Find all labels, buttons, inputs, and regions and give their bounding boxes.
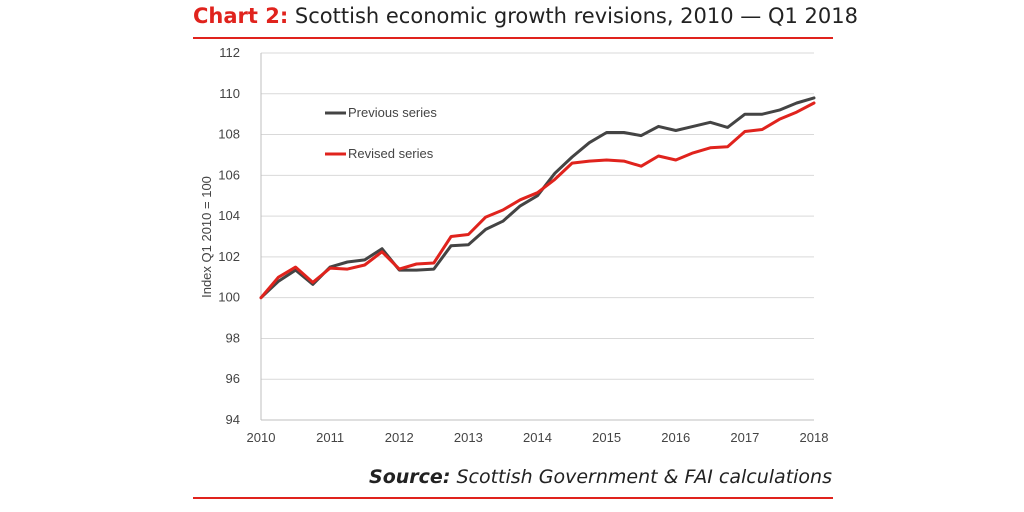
y-axis-label: Index Q1 2010 = 100	[199, 176, 214, 298]
x-tick-label: 2014	[523, 430, 552, 445]
source-text: Scottish Government & FAI calculations	[450, 466, 832, 488]
x-tick-label: 2010	[247, 430, 276, 445]
x-tick-label: 2012	[385, 430, 414, 445]
source-label: Source:	[369, 466, 451, 488]
y-tick-label: 102	[218, 249, 240, 264]
series-line-revised	[259, 101, 816, 300]
legend-label-revised: Revised series	[348, 146, 434, 161]
axes	[260, 53, 814, 421]
y-tick-label: 98	[226, 330, 240, 345]
grid-lines	[261, 52, 814, 380]
x-tick-label: 2016	[661, 430, 690, 445]
y-tick-label: 112	[219, 45, 240, 60]
chart-title-text: Scottish economic growth revisions, 2010…	[288, 4, 858, 28]
y-tick-label: 104	[218, 208, 240, 223]
source-note: Source: Scottish Government & FAI calcul…	[369, 466, 832, 488]
y-tick-labels: 94 96 98 100 102 104 106 108 110 112	[218, 45, 240, 427]
legend-label-previous: Previous series	[348, 105, 437, 120]
top-rule	[193, 37, 833, 39]
y-tick-label: 108	[218, 127, 240, 142]
chart-title-prefix: Chart 2:	[193, 4, 289, 28]
x-tick-label: 2011	[316, 430, 344, 445]
y-tick-label: 96	[226, 371, 240, 386]
x-tick-label: 2013	[454, 430, 483, 445]
x-tick-label: 2018	[800, 430, 829, 445]
legend: Previous series Revised series	[325, 105, 437, 161]
x-tick-label: 2017	[730, 430, 759, 445]
series-lines	[259, 96, 816, 300]
chart-title: Chart 2: Scottish economic growth revisi…	[193, 4, 858, 28]
bottom-rule	[193, 497, 833, 499]
series-line-previous	[259, 96, 816, 300]
y-tick-label: 106	[218, 167, 240, 182]
x-tick-labels: 2010 2011 2012 2013 2014 2015 2016 2017 2018	[247, 430, 829, 445]
x-tick-label: 2015	[592, 430, 621, 445]
y-tick-label: 100	[218, 290, 240, 305]
y-tick-label: 94	[226, 412, 240, 427]
y-tick-label: 110	[219, 86, 240, 101]
